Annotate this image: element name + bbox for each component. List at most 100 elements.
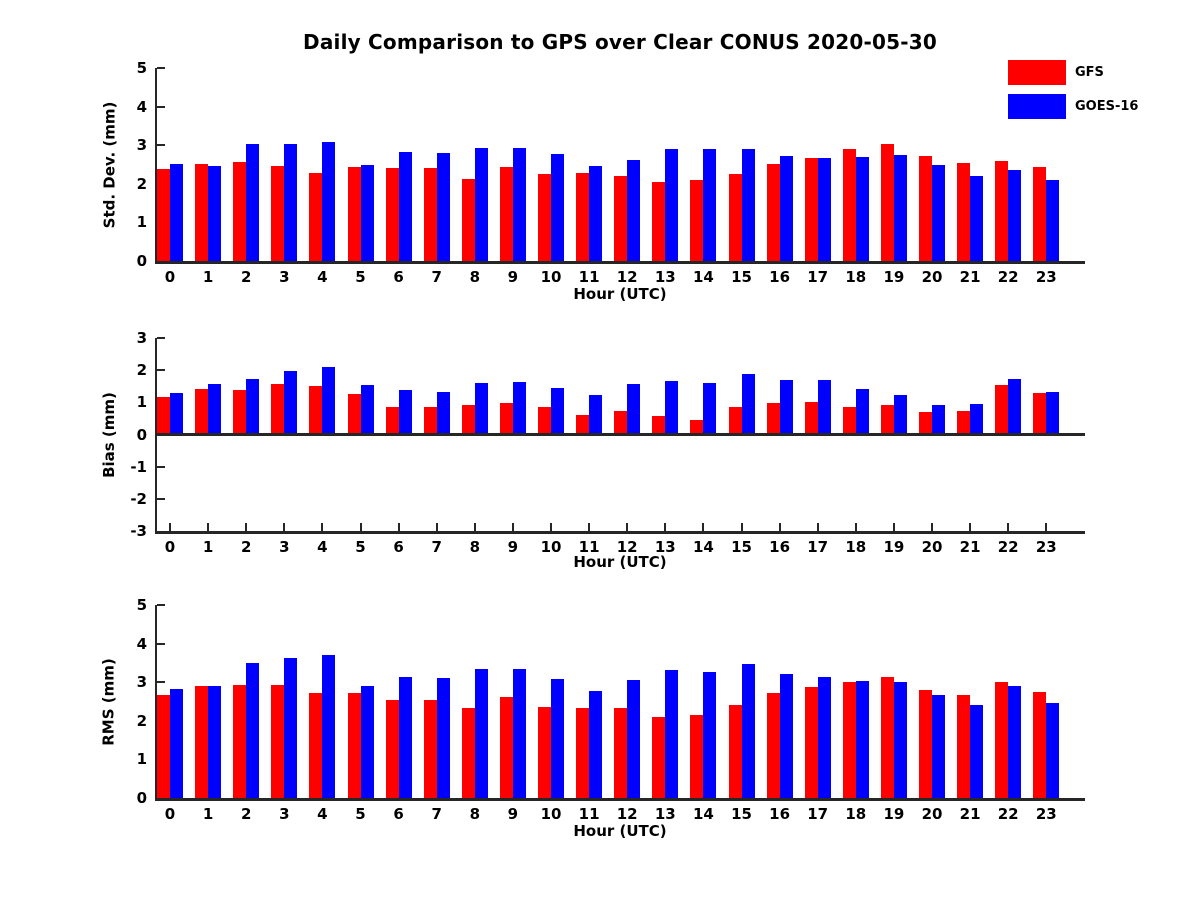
x-tick-label: 18 (845, 268, 867, 286)
goes16-bar (1046, 702, 1060, 798)
gfs-bar (1033, 392, 1047, 435)
y-tick (157, 604, 165, 606)
y-tick-label: 5 (136, 59, 147, 77)
y-tick (157, 642, 165, 645)
gfs-bar (576, 173, 590, 261)
goes16-bar (398, 390, 412, 435)
x-tick-label: 2 (240, 538, 252, 556)
goes16-bar (170, 392, 183, 435)
x-tick-label: 4 (317, 268, 328, 286)
gfs-bar (728, 704, 742, 798)
gfs-bar (423, 700, 437, 798)
x-tick-label: 10 (540, 268, 562, 286)
x-tick-label: 0 (164, 805, 176, 823)
goes16-bar (741, 664, 755, 798)
gfs-bar (957, 410, 971, 435)
x-tick-label: 6 (393, 268, 404, 286)
goes16-bar (893, 394, 907, 435)
goes16-bar (246, 662, 260, 798)
goes16-bar (970, 175, 984, 261)
x-tick-label: 22 (997, 805, 1019, 823)
goes16-bar (1046, 391, 1060, 435)
goes16-bar (246, 379, 260, 435)
y-tick-label: -3 (130, 522, 147, 540)
goes16-bar (474, 669, 488, 798)
gfs-bar (652, 415, 666, 435)
x-tick-label: 12 (616, 538, 638, 556)
x-tick-label: 18 (845, 538, 867, 556)
x-tick-label: 17 (807, 805, 829, 823)
gfs-bar (157, 396, 170, 435)
x-tick-label: 15 (731, 805, 752, 823)
gfs-bar (385, 168, 399, 261)
goes16-bar (817, 379, 831, 435)
gfs-bar (995, 681, 1009, 798)
rms-plot: 0 1 2 3 4 5 0 1 2 3 4 5 6 7 8 9 10 11 12 13 14 15 16 17 18 19 20 21… (137, 596, 1085, 823)
goes16-bar (474, 383, 488, 435)
goes16-bar (246, 144, 260, 261)
gfs-bar (995, 161, 1009, 261)
y-tick-label: -1 (130, 457, 147, 476)
x-tick (245, 523, 248, 531)
y-tick-label: -2 (130, 489, 147, 508)
legend-item-goes16: GOES-16 (1008, 94, 1138, 119)
gfs-bar (919, 411, 932, 435)
x-tick-label: 22 (997, 538, 1019, 556)
x-tick-label: 16 (769, 805, 791, 823)
x-tick-label: 14 (692, 538, 714, 556)
gfs-bar (728, 406, 742, 435)
gfs-bar (614, 175, 628, 261)
goes16-bar (1008, 378, 1022, 435)
gfs-bar (195, 388, 209, 435)
x-tick-label: 20 (921, 538, 943, 556)
x-tick-label: 4 (317, 538, 328, 556)
goes16-bar (665, 381, 679, 435)
gfs-bar (538, 706, 551, 798)
x-tick-label: 11 (578, 805, 600, 823)
goes16-bar (360, 384, 374, 435)
y-tick-label: 3 (136, 329, 147, 347)
y-tick-label: 2 (136, 361, 147, 380)
x-tick-label: 0 (164, 268, 176, 286)
bias-x-axis-title: Hour (UTC) (573, 553, 667, 571)
gfs-bar (880, 144, 894, 261)
gfs-legend-label: GFS (1075, 65, 1104, 80)
x-tick (702, 523, 705, 531)
y-tick-label: 0 (136, 789, 147, 807)
gfs-bar (576, 708, 590, 798)
x-tick-label: 3 (279, 805, 290, 823)
x-tick-label: 2 (240, 805, 252, 823)
y-tick-label: 5 (136, 596, 147, 614)
goes16-bar (398, 677, 412, 798)
x-tick-label: 1 (202, 268, 214, 286)
gfs-bar (957, 163, 971, 261)
x-tick-label: 4 (317, 805, 328, 823)
gfs-bar (233, 390, 247, 435)
y-tick (157, 497, 165, 500)
gfs-bar (957, 695, 971, 798)
y-tick (157, 369, 165, 372)
chart-title: Daily Comparison to GPS over Clear CONUS… (303, 30, 937, 54)
gfs-bar (233, 161, 247, 261)
x-tick-label: 6 (393, 805, 404, 823)
y-tick (157, 465, 165, 468)
legend-item-gfs: GFS (1008, 60, 1138, 85)
goes16-bar (932, 695, 945, 798)
x-tick-label: 5 (355, 268, 366, 286)
goes16-bar (627, 384, 641, 435)
x-tick-label: 7 (431, 538, 442, 556)
goes16-bar (779, 156, 793, 261)
x-tick (1007, 523, 1010, 531)
goes16-bar (627, 679, 641, 798)
x-tick-label: 13 (654, 805, 676, 823)
goes16-bar (208, 383, 222, 435)
gfs-bar (690, 715, 704, 798)
x-tick (664, 523, 667, 531)
gfs-bar (499, 166, 513, 261)
gfs-bar (195, 163, 209, 261)
x-tick-label: 16 (769, 538, 791, 556)
goes16-bar (551, 387, 564, 435)
x-tick-label: 13 (654, 538, 676, 556)
x-tick-label: 7 (431, 805, 442, 823)
gfs-bar (385, 700, 399, 798)
